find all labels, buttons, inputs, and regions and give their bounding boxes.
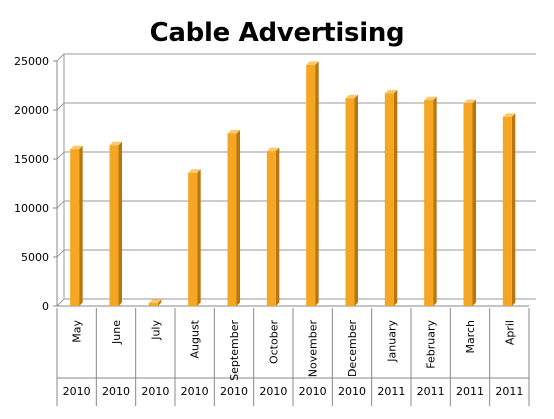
x-tick-label: August: [189, 319, 202, 358]
bar-side: [315, 61, 319, 306]
bar-front: [384, 93, 394, 306]
bar-top: [70, 145, 83, 150]
bar-top: [148, 299, 162, 304]
bar-front: [188, 172, 198, 306]
x-tick-label: May: [71, 320, 84, 343]
y-tick-label: 25000: [14, 55, 49, 68]
x-year-label: 2010: [338, 385, 366, 398]
axes: [53, 54, 529, 307]
bar-top: [424, 96, 437, 101]
x-year-label: 2010: [141, 385, 169, 398]
bar-side: [118, 141, 122, 306]
bar-top: [384, 89, 398, 94]
y-tick-label: 5000: [21, 251, 49, 264]
bar: [463, 99, 476, 306]
bar-top: [109, 141, 122, 146]
gridline-depth: [56, 200, 65, 209]
chart-title: Cable Advertising: [149, 18, 405, 48]
y-tick-label: 20000: [14, 104, 49, 117]
bar-side: [393, 89, 398, 306]
bar-front: [148, 303, 158, 306]
x-year-label: 2010: [102, 385, 130, 398]
x-tick-label: April: [503, 320, 516, 345]
gridline-depth: [56, 53, 65, 62]
x-tick-label: March: [464, 320, 477, 354]
bar-front: [306, 64, 316, 306]
bar-top: [188, 169, 201, 173]
x-tick-label: November: [307, 320, 320, 378]
bar-side: [472, 99, 476, 306]
axis-labels: 0 5000 10000 15000 20000 25000 May 2010 June 2010…: [14, 55, 530, 406]
bar-side: [354, 94, 358, 307]
bar-side: [433, 96, 437, 306]
bar-front: [109, 145, 119, 306]
x-year-label: 2010: [63, 385, 91, 398]
x-tick-label: July: [149, 320, 162, 341]
x-year-label: 2010: [259, 385, 287, 398]
x-year-label: 2011: [377, 385, 405, 398]
bar-side: [79, 145, 83, 306]
bar-top: [306, 61, 319, 65]
bar-front: [463, 103, 473, 306]
bar-top: [463, 99, 476, 104]
y-tick-label: 10000: [14, 202, 49, 215]
bars: [70, 61, 516, 307]
x-tick-label: June: [110, 320, 123, 345]
bar: [306, 61, 319, 306]
bar: [148, 299, 162, 306]
bar-top: [266, 147, 280, 152]
bar-top: [502, 113, 516, 117]
bar-side: [511, 113, 516, 306]
x-year-label: 2010: [299, 385, 327, 398]
bar-side: [197, 169, 201, 306]
bar: [70, 145, 83, 306]
gridline-depth: [56, 249, 65, 258]
bar: [424, 96, 437, 306]
gridline-depth: [56, 298, 65, 307]
bar: [345, 94, 358, 307]
bar: [227, 130, 240, 306]
x-tick-label: December: [346, 320, 359, 378]
bar: [502, 113, 516, 306]
y-tick-label: 0: [42, 300, 49, 313]
x-tick-label: September: [228, 320, 241, 381]
gridlines: [56, 53, 536, 307]
x-tick-label: January: [385, 320, 398, 363]
gridline-depth: [56, 102, 65, 111]
bar-front: [502, 116, 512, 306]
bar-side: [275, 147, 280, 306]
bar-front: [266, 151, 276, 306]
x-tick-label: February: [425, 320, 438, 369]
gridline-depth: [56, 151, 65, 160]
x-year-label: 2010: [181, 385, 209, 398]
bar-front: [424, 100, 434, 306]
bar: [109, 141, 122, 306]
bar-top: [345, 94, 358, 99]
x-tick-label: October: [267, 320, 280, 364]
bar-side: [236, 130, 240, 306]
bar-top: [227, 130, 240, 134]
bar-side: [157, 299, 162, 306]
x-year-label: 2011: [456, 385, 484, 398]
bar-front: [227, 133, 237, 306]
y-tick-label: 15000: [14, 153, 49, 166]
x-year-label: 2011: [495, 385, 523, 398]
x-year-label: 2010: [220, 385, 248, 398]
bar-front: [70, 149, 80, 306]
bar: [266, 147, 280, 306]
x-year-label: 2011: [417, 385, 445, 398]
bar-front: [345, 98, 355, 307]
bar: [384, 89, 398, 306]
bar: [188, 169, 201, 306]
